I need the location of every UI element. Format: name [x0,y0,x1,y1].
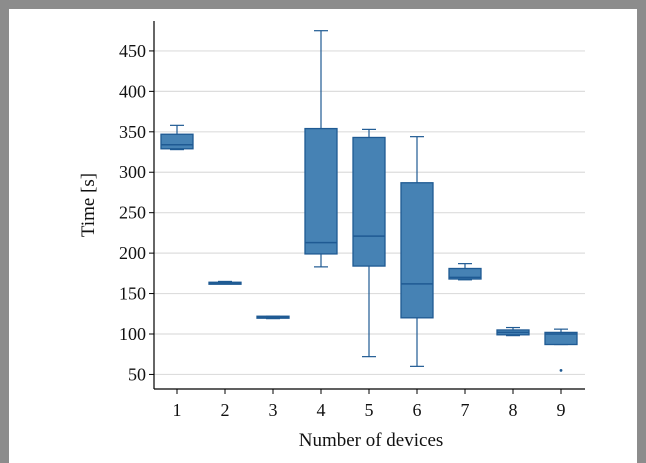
outlier-point [559,368,563,372]
x-tick-label: 7 [461,400,470,420]
y-tick-label: 200 [119,243,146,263]
x-axis-title: Number of devices [299,430,444,451]
x-tick-label: 3 [269,400,278,420]
y-tick-labels: 50 100 150 200 250 300 350 400 450 [119,41,154,384]
x-tick-labels: 1 2 3 4 5 6 7 8 9 [173,389,566,420]
y-tick-label: 350 [119,122,146,142]
y-axis-title: Time [s] [78,173,99,237]
box-iqr [544,331,578,346]
x-tick-label: 6 [413,400,422,420]
box-iqr [352,136,386,267]
y-tick-label: 450 [119,41,146,61]
figure-frame: 50 100 150 200 250 300 350 400 450 1 2 3 4 5 6 7 8 9 Num… [9,9,637,463]
box-iqr [160,133,194,150]
box-iqr [400,182,434,319]
y-tick-label: 100 [119,324,146,344]
x-tick-label: 1 [173,400,182,420]
x-tick-label: 2 [221,400,230,420]
box-iqr [448,267,482,280]
y-tick-label: 50 [128,364,146,384]
box-iqr [304,127,338,255]
y-tick-label: 300 [119,162,146,182]
y-tick-label: 150 [119,284,146,304]
box-plot-chart: 50 100 150 200 250 300 350 400 450 1 2 3 4 5 6 7 8 9 Num… [78,21,585,451]
box-series [160,30,578,372]
y-tick-label: 250 [119,203,146,223]
x-tick-label: 5 [365,400,374,420]
x-tick-label: 4 [317,400,326,420]
x-tick-label: 9 [557,400,566,420]
y-tick-label: 400 [119,81,146,101]
x-tick-label: 8 [509,400,518,420]
